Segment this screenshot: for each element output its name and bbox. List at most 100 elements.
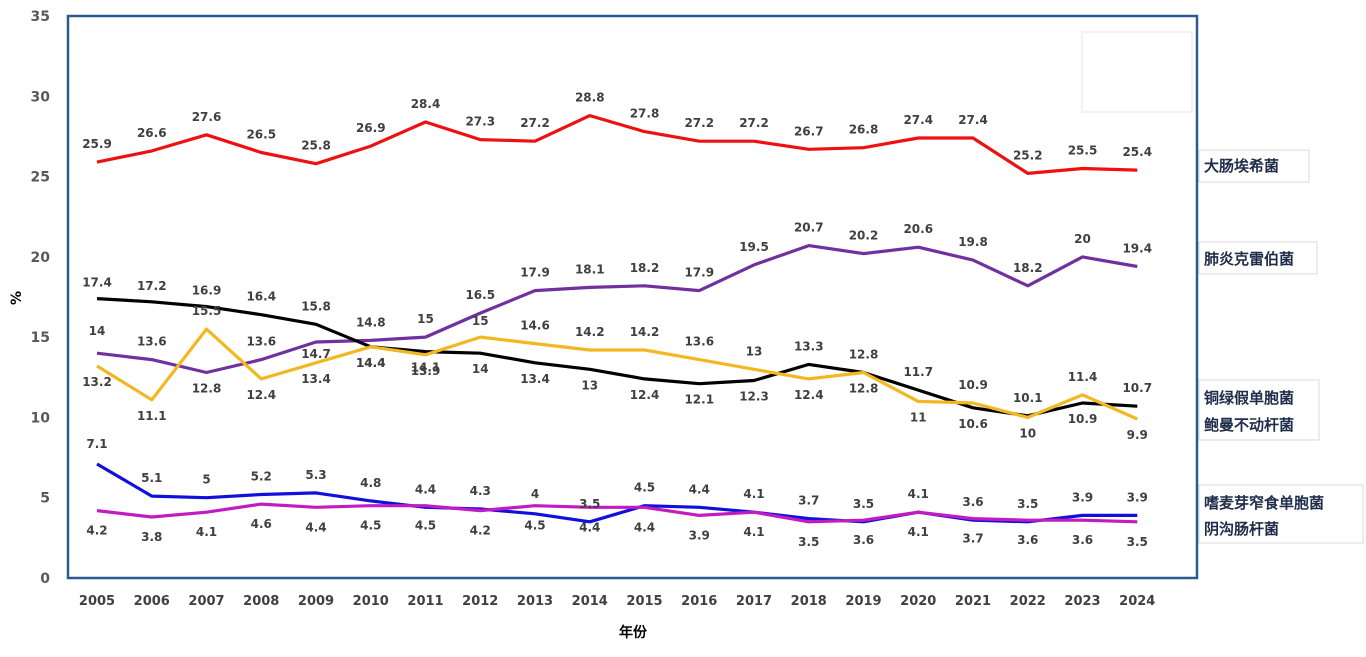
data-label: 17.2 [137,279,167,293]
legend-placeholder-box [1081,31,1193,113]
x-tick-label: 2012 [462,594,498,609]
x-tick-label: 2024 [1119,594,1155,609]
data-label: 13.2 [82,375,112,389]
legend-box [1198,241,1318,275]
series-line [96,113,1138,175]
data-label: 25.4 [1122,145,1152,159]
data-label: 27.2 [684,116,714,130]
data-label: 10 [1019,426,1036,440]
data-label: 5.1 [141,471,162,485]
legend-entry: 阴沟肠杆菌 [1204,520,1279,538]
data-label: 3.9 [689,528,710,542]
x-tick-label: 2022 [1010,594,1046,609]
data-label: 13 [581,378,598,392]
x-tick-label: 2006 [134,594,170,609]
data-label: 3.5 [1017,497,1038,511]
data-label: 3.5 [579,497,600,511]
x-tick-label: 2009 [298,594,334,609]
x-tick-label: 2010 [353,594,389,609]
data-label: 4.1 [196,525,217,539]
data-label: 3.6 [962,495,983,509]
data-label: 4.4 [305,520,326,534]
data-label: 27.3 [465,115,495,129]
data-label: 19.4 [1122,241,1152,255]
x-tick-label: 2015 [626,594,662,609]
data-label: 13.6 [137,335,167,349]
data-label: 7.1 [86,437,107,451]
data-label: 14.8 [356,315,386,329]
data-label: 12.4 [246,388,276,402]
data-label: 26.5 [246,127,276,141]
legend-entry: 铜绿假单胞菌 [1204,389,1294,407]
data-label: 10.6 [958,417,988,431]
y-axis-title: % [9,291,25,305]
data-label: 25.5 [1068,144,1098,158]
data-label: 12.8 [849,347,879,361]
data-label: 3.6 [853,533,874,547]
data-label: 4.2 [86,524,107,538]
data-label: 4.5 [360,519,381,533]
data-label: 14.2 [575,325,605,339]
data-label: 12.8 [192,381,222,395]
data-label: 12.1 [684,393,714,407]
data-label: 27.6 [192,110,222,124]
data-label: 4.1 [743,487,764,501]
data-label: 18.1 [575,262,605,276]
data-label: 4.1 [908,487,929,501]
data-label: 4.5 [524,519,545,533]
x-tick-label: 2008 [243,594,279,609]
y-tick-label: 25 [31,170,50,186]
data-label: 26.6 [137,126,167,140]
data-label: 4.3 [470,484,491,498]
data-label: 4.4 [415,482,436,496]
data-label: 20 [1074,232,1091,246]
data-label: 4.1 [908,525,929,539]
data-label: 3.5 [1127,535,1148,549]
legend-box [1198,484,1364,544]
y-axis: 0 5 10 15 20 25 30 35 [31,9,51,587]
data-label: 4.8 [360,476,381,490]
data-label: 11.4 [1068,370,1098,384]
series-line [96,244,1138,375]
legend-entry: 大肠埃希菌 [1204,157,1279,175]
data-label: 20.2 [849,229,879,243]
data-label: 14.6 [520,319,550,333]
data-label: 18.2 [1013,261,1043,275]
y-tick-label: 30 [31,89,51,105]
x-axis: 2005 2006 2007 2008 2009 2010 2011 2012 2013 2014… [79,594,1155,609]
x-tick-label: 2007 [188,594,224,609]
data-label: 17.9 [684,266,714,280]
data-label: 15.8 [301,299,331,313]
data-label: 4.6 [251,517,272,531]
data-label: 12.8 [849,381,879,395]
data-label: 4.5 [415,519,436,533]
data-label: 17.4 [82,276,112,290]
data-label: 15 [472,314,489,328]
data-label: 13.4 [520,372,550,386]
y-tick-label: 20 [31,250,51,266]
data-label: 13.6 [246,335,276,349]
data-label: 14 [89,324,106,338]
data-label: 16.9 [192,284,222,298]
data-label: 13.4 [301,372,331,386]
data-label: 26.9 [356,121,386,135]
data-label: 5.3 [305,468,326,482]
data-label: 19.5 [739,240,769,254]
legend-entry: 鲍曼不动杆菌 [1204,416,1294,434]
data-label: 3.7 [962,532,983,546]
data-label: 3.5 [853,497,874,511]
x-tick-label: 2017 [736,594,772,609]
data-label: 14.7 [301,347,331,361]
data-label: 28.8 [575,91,605,105]
y-tick-label: 35 [31,9,50,25]
series-lines [96,113,1138,524]
data-label: 26.7 [794,124,824,138]
data-label: 14.4 [356,356,386,370]
data-label: 25.2 [1013,148,1043,162]
data-label: 9.9 [1127,428,1148,442]
data-label: 20.7 [794,221,824,235]
data-label: 27.2 [520,116,550,130]
data-label: 5.2 [251,470,272,484]
legend-box [1198,149,1310,183]
